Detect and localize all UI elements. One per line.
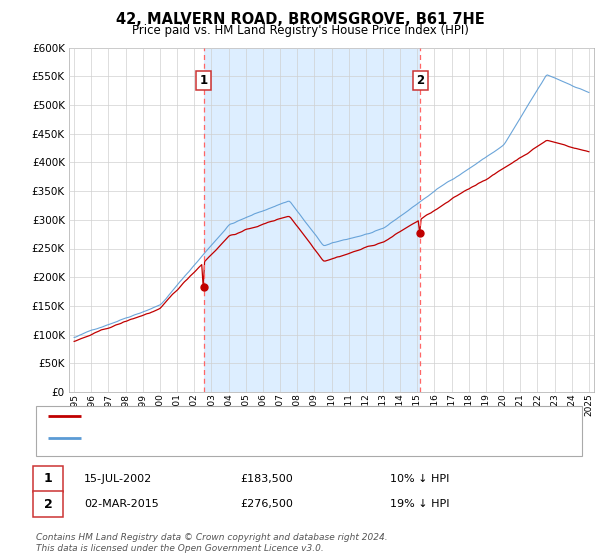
Text: HPI: Average price, detached house, Bromsgrove: HPI: Average price, detached house, Brom… — [87, 433, 361, 444]
Text: £183,500: £183,500 — [240, 474, 293, 484]
Text: Price paid vs. HM Land Registry's House Price Index (HPI): Price paid vs. HM Land Registry's House … — [131, 24, 469, 36]
Text: Contains HM Land Registry data © Crown copyright and database right 2024.
This d: Contains HM Land Registry data © Crown c… — [36, 533, 388, 553]
Text: 2: 2 — [416, 74, 424, 87]
Text: 2: 2 — [44, 497, 52, 511]
Bar — [203, 48, 420, 392]
Text: 19% ↓ HPI: 19% ↓ HPI — [390, 499, 449, 509]
Text: 10% ↓ HPI: 10% ↓ HPI — [390, 474, 449, 484]
Text: 15-JUL-2002: 15-JUL-2002 — [84, 474, 152, 484]
Text: 42, MALVERN ROAD, BROMSGROVE, B61 7HE: 42, MALVERN ROAD, BROMSGROVE, B61 7HE — [116, 12, 484, 27]
Text: 1: 1 — [199, 74, 208, 87]
Text: 02-MAR-2015: 02-MAR-2015 — [84, 499, 159, 509]
Text: 1: 1 — [44, 472, 52, 486]
Text: 42, MALVERN ROAD, BROMSGROVE, B61 7HE (detached house): 42, MALVERN ROAD, BROMSGROVE, B61 7HE (d… — [87, 410, 441, 421]
Text: £276,500: £276,500 — [240, 499, 293, 509]
